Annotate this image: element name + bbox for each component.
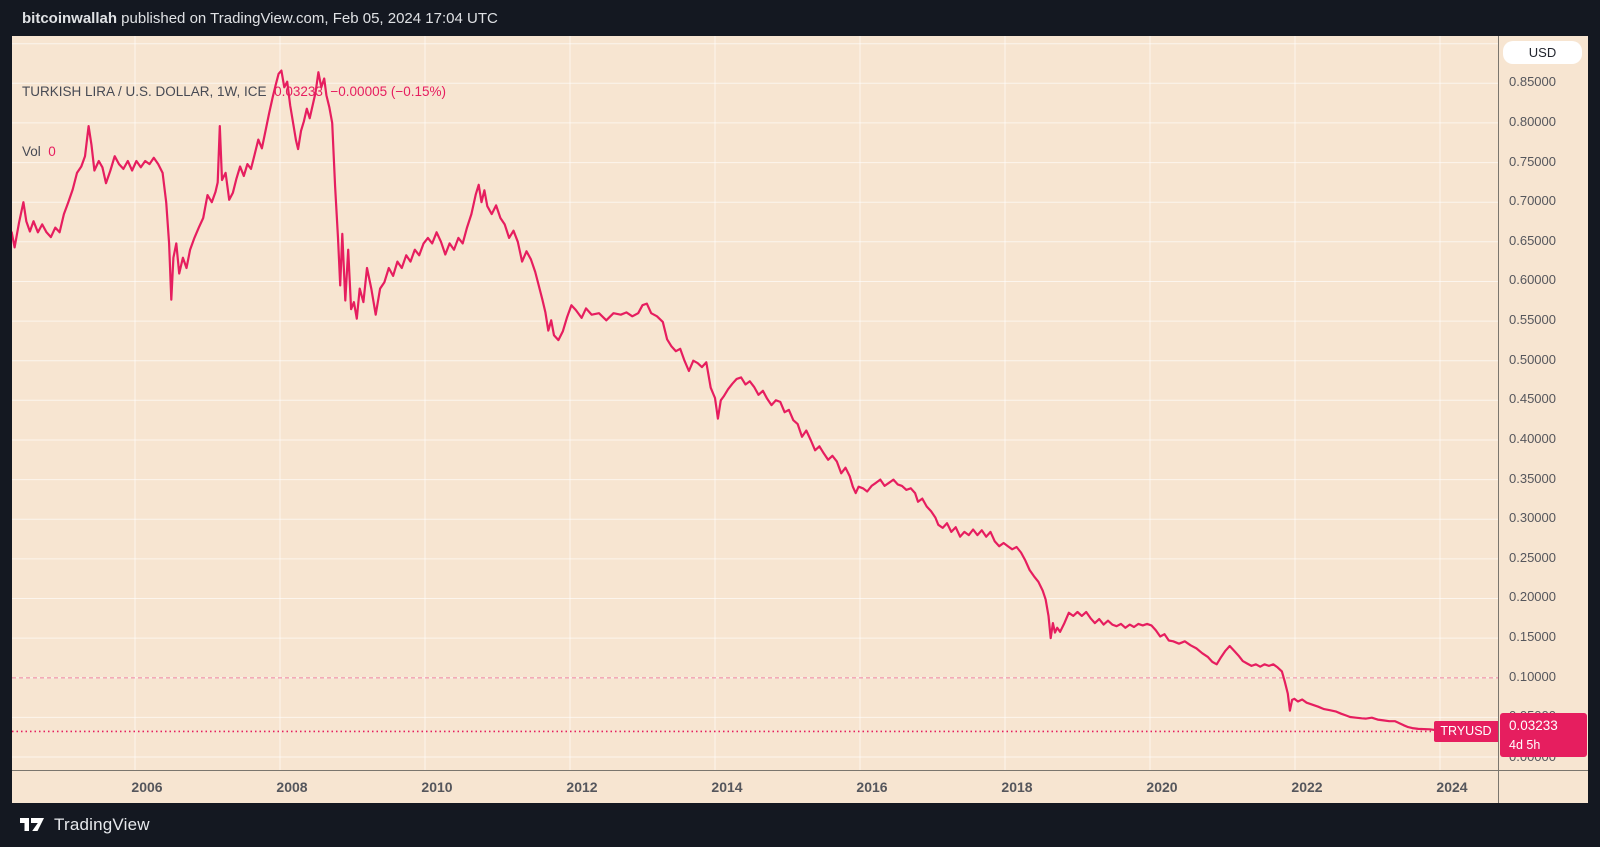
y-axis-label: 0.85000 [1509,74,1556,89]
publication-info: published on TradingView.com, Feb 05, 20… [117,9,498,27]
publication-header: bitcoinwallah published on TradingView.c… [0,0,1600,36]
series-price-flag: TRYUSD [1434,721,1498,742]
x-axis-label: 2018 [1001,779,1033,795]
x-axis-label: 2006 [131,779,163,795]
tradingview-brand-text[interactable]: TradingView [54,815,150,834]
x-axis-label: 2022 [1291,779,1323,795]
x-axis-label: 2012 [566,779,598,795]
x-axis-label: 2010 [421,779,453,795]
last-price-badge: 0.03233 4d 5h [1500,713,1587,757]
chart-plot-area[interactable]: TURKISH LIRA / U.S. DOLLAR, 1W, ICE 0.03… [12,36,1498,770]
y-axis-label: 0.25000 [1509,550,1556,565]
chart-legend: TURKISH LIRA / U.S. DOLLAR, 1W, ICE 0.03… [22,42,446,202]
symbol-title[interactable]: TURKISH LIRA / U.S. DOLLAR, 1W, ICE [22,84,267,99]
y-axis-label: 0.65000 [1509,233,1556,248]
author-name: bitcoinwallah [22,9,118,27]
y-axis-label: 0.50000 [1509,352,1556,367]
price-line-chart [12,36,1498,770]
y-axis-label: 0.45000 [1509,391,1556,406]
last-price-badge-value: 0.03233 [1509,718,1558,733]
x-axis-label: 2014 [711,779,743,795]
y-axis-label: 0.35000 [1509,471,1556,486]
chart-card: TURKISH LIRA / U.S. DOLLAR, 1W, ICE 0.03… [12,36,1588,803]
legend-last-price: 0.03233 [274,84,323,99]
tradingview-logo-icon[interactable] [20,817,46,833]
x-axis-label: 2008 [276,779,308,795]
currency-toggle-button[interactable]: USD [1503,41,1582,64]
y-axis-label: 0.55000 [1509,312,1556,327]
legend-row-volume: Vol 0 [22,142,446,162]
y-axis-label: 0.60000 [1509,272,1556,287]
footer-bar: TradingView [0,803,1600,847]
y-axis-label: 0.30000 [1509,510,1556,525]
y-axis-label: 0.20000 [1509,589,1556,604]
legend-change: −0.00005 (−0.15%) [330,84,446,99]
y-axis-label: 0.15000 [1509,629,1556,644]
y-axis-label: 0.80000 [1509,114,1556,129]
y-axis-label: 0.40000 [1509,431,1556,446]
y-axis-label: 0.10000 [1509,669,1556,684]
time-axis[interactable]: 2006 2008 2010 2012 2014 2016 2018 2020 2022 2024 [12,771,1588,803]
price-axis-separator [1498,36,1499,803]
legend-row-symbol: TURKISH LIRA / U.S. DOLLAR, 1W, ICE 0.03… [22,82,446,102]
y-axis-label: 0.75000 [1509,154,1556,169]
volume-label[interactable]: Vol [22,144,41,159]
bar-countdown: 4d 5h [1509,738,1541,752]
x-axis-label: 2024 [1436,779,1468,795]
time-axis-separator [12,770,1588,771]
volume-value: 0 [48,144,56,159]
x-axis-label: 2016 [856,779,888,795]
y-axis-label: 0.70000 [1509,193,1556,208]
x-axis-label: 2020 [1146,779,1178,795]
